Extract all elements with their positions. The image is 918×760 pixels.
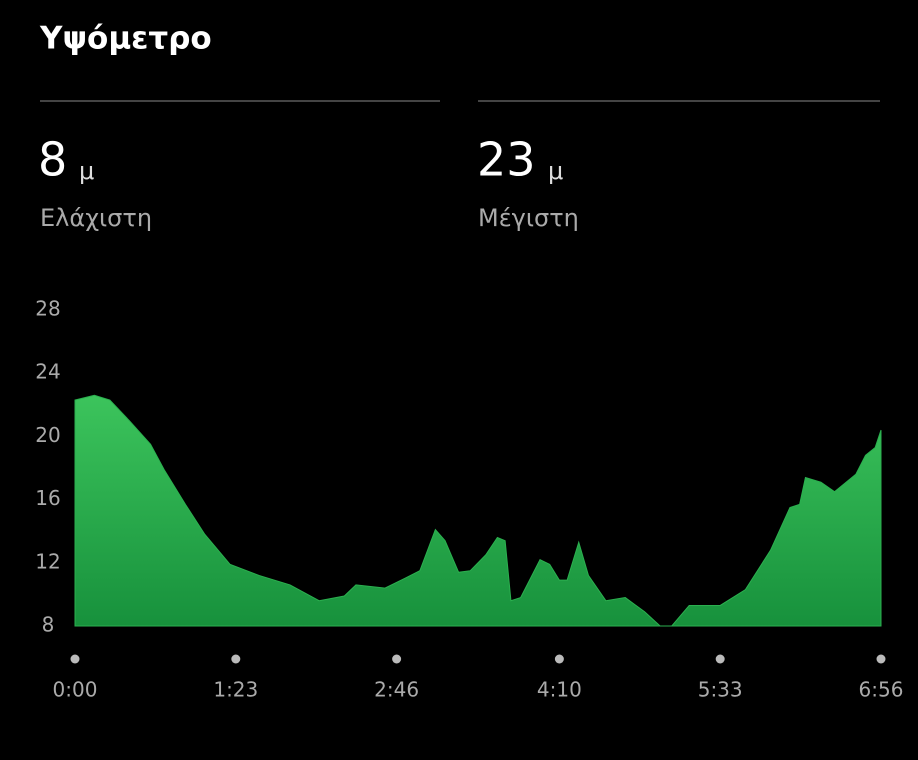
x-tick-dot	[554, 654, 564, 664]
x-tick-label: 1:23	[213, 678, 258, 702]
y-tick-label: 28	[35, 297, 60, 321]
y-tick-label: 24	[35, 360, 60, 384]
y-tick-label: 16	[35, 486, 60, 510]
stat-value: 8	[38, 133, 67, 187]
elevation-area	[74, 394, 882, 627]
stat-unit: μ	[79, 157, 94, 185]
stat-label: Ελάχιστη	[40, 204, 152, 232]
x-tick-dot	[231, 654, 241, 664]
stat-unit: μ	[548, 157, 563, 185]
x-tick-dot	[876, 654, 886, 664]
x-tick-label: 6:56	[859, 678, 904, 702]
x-tick-label: 0:00	[53, 678, 98, 702]
page-title: Υψόμετρο	[39, 21, 212, 57]
y-tick-label: 20	[35, 423, 60, 447]
x-tick-label: 5:33	[698, 678, 743, 702]
x-tick-label: 4:10	[537, 678, 582, 702]
y-tick-label: 8	[42, 613, 55, 637]
stat-value: 23	[477, 133, 536, 187]
x-tick-dot	[392, 654, 402, 664]
x-tick-dot	[715, 654, 725, 664]
x-tick-dot	[70, 654, 80, 664]
y-tick-label: 12	[35, 549, 60, 573]
stat-label: Μέγιστη	[478, 204, 579, 232]
x-tick-label: 2:46	[374, 678, 419, 702]
